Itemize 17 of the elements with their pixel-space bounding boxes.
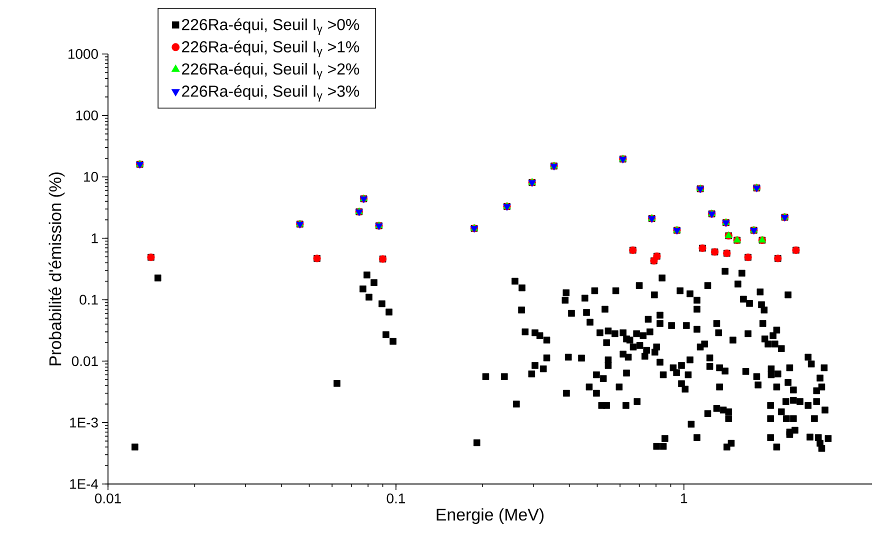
y-tick-label: 1 xyxy=(92,233,98,244)
y-tick-label: 0.1 xyxy=(80,294,98,305)
x-tick-label: 1 xyxy=(681,493,688,504)
y-axis-title: Probabilité d'émission (%) xyxy=(48,172,65,366)
y-tick-label: 100 xyxy=(76,110,98,120)
legend-label: 226Ra-équi, Seuil I$_{γ}$ >1% xyxy=(182,40,360,58)
y-tick-label: 1E-3 xyxy=(70,418,98,428)
legend-label: 226Ra-équi, Seuil I$_{γ}$ >3% xyxy=(182,84,360,102)
y-tick-label: 0.01 xyxy=(72,356,98,366)
x-tick-label: 0.1 xyxy=(386,493,405,504)
y-tick-label: 1E-4 xyxy=(70,479,98,489)
legend-label: 226Ra-équi, Seuil I$_{γ}$ >0% xyxy=(182,18,360,35)
x-axis-title: Energie (MeV) xyxy=(436,508,544,524)
y-tick-label: 1000 xyxy=(68,49,98,59)
y-tick-label: 10 xyxy=(84,172,98,182)
x-tick-label: 0.01 xyxy=(94,493,121,504)
legend-label: 226Ra-équi, Seuil I$_{γ}$ >2% xyxy=(182,62,360,80)
